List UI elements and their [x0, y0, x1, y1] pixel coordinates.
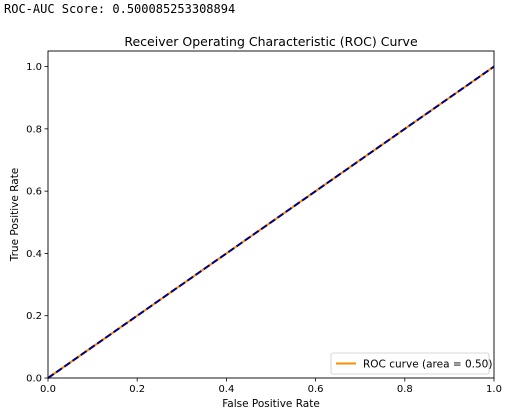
y-tick-label: 1.0	[26, 62, 42, 73]
x-tick-label: 0.8	[397, 384, 413, 395]
y-tick-label: 0.6	[26, 187, 42, 198]
y-tick-label: 0.0	[26, 374, 42, 385]
x-tick-label: 0.2	[129, 384, 145, 395]
y-axis-ticks: 0.0 0.2 0.4 0.6 0.8 1.0	[26, 62, 48, 385]
diagonal-reference-line	[47, 65, 495, 379]
plot-lines	[47, 65, 495, 379]
roc-auc-score-output: ROC-AUC Score: 0.500085253308894	[4, 2, 236, 16]
y-tick-label: 0.8	[26, 124, 42, 135]
x-axis-ticks: 0.0 0.2 0.4 0.6 0.8 1.0	[40, 378, 502, 395]
x-axis-label: False Positive Rate	[222, 398, 320, 410]
x-tick-label: 1.0	[486, 384, 502, 395]
y-tick-label: 0.4	[26, 249, 42, 260]
x-tick-label: 0.0	[40, 384, 56, 395]
y-axis-label: True Positive Rate	[9, 168, 21, 263]
legend: ROC curve (area = 0.50)	[330, 352, 492, 375]
x-tick-label: 0.6	[308, 384, 324, 395]
plot-frame	[47, 50, 495, 379]
y-tick-label: 0.2	[26, 311, 42, 322]
legend-label-roc-curve: ROC curve (area = 0.50)	[363, 359, 492, 371]
chart-title: Receiver Operating Characteristic (ROC) …	[124, 34, 418, 49]
legend-box	[330, 352, 490, 375]
x-tick-label: 0.4	[218, 384, 234, 395]
